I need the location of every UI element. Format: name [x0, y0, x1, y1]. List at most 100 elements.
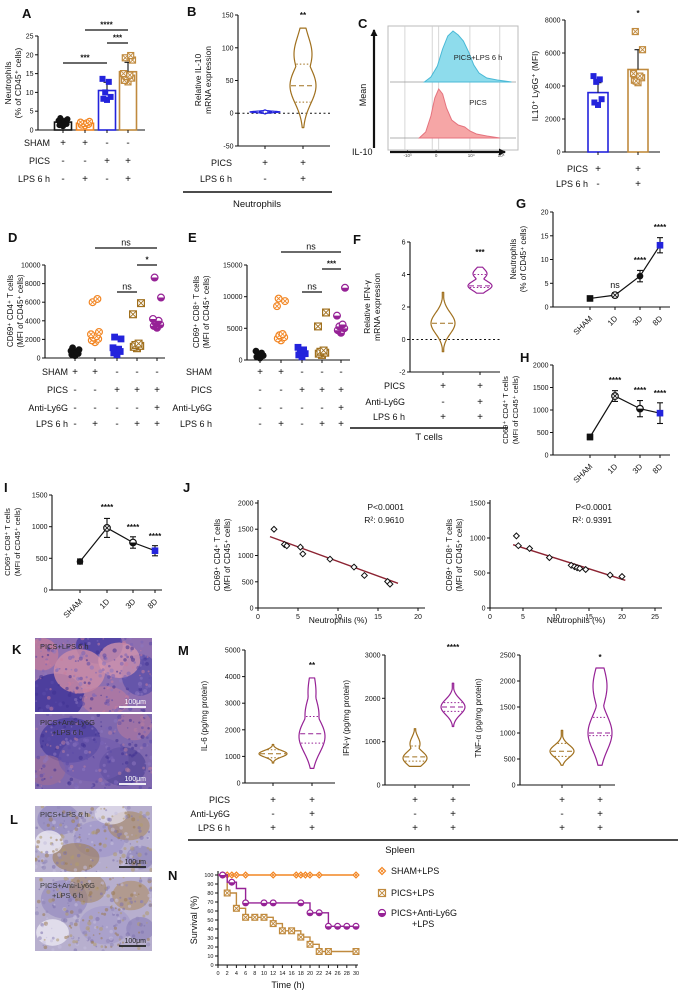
svg-text:1000: 1000	[470, 536, 486, 543]
panel-label-k: K	[12, 642, 22, 657]
svg-text:1500: 1500	[238, 527, 254, 534]
svg-text:+: +	[319, 385, 325, 396]
svg-text:PICS: PICS	[567, 164, 588, 174]
svg-text:-: -	[61, 174, 64, 185]
svg-text:4000: 4000	[25, 318, 41, 325]
svg-text:1000: 1000	[533, 408, 549, 415]
svg-text:15: 15	[585, 614, 593, 621]
svg-text:100μm: 100μm	[124, 938, 146, 945]
svg-text:**: **	[309, 661, 316, 670]
svg-text:LPS 6 h: LPS 6 h	[18, 174, 50, 184]
svg-text:-: -	[83, 156, 86, 167]
svg-text:500: 500	[474, 571, 486, 578]
svg-text:-: -	[135, 403, 138, 414]
panel-label-b: B	[187, 4, 196, 19]
svg-text:***: ***	[113, 34, 123, 43]
svg-text:PICS+LPS 6 h: PICS+LPS 6 h	[40, 642, 89, 651]
panel-m-tnfa-violin-chart: 0 500 1000 1500 2000 2500 TNF-α (pg/mg protein…	[188, 653, 678, 841]
svg-text:Neutrophils: Neutrophils	[509, 239, 518, 279]
svg-text:+: +	[299, 385, 305, 396]
svg-text:-: -	[271, 809, 274, 820]
svg-text:4: 4	[402, 272, 406, 279]
svg-text:LPS 6 h: LPS 6 h	[180, 419, 212, 429]
svg-text:Anti-Ly6G: Anti-Ly6G	[172, 403, 212, 413]
svg-text:(% of CD45⁺ cells): (% of CD45⁺ cells)	[519, 225, 528, 292]
svg-text:-: -	[413, 809, 416, 820]
svg-text:ns: ns	[307, 282, 317, 292]
svg-text:****: ****	[654, 223, 667, 232]
svg-text:0: 0	[216, 971, 219, 977]
svg-text:(MFI of CD45⁺ cells): (MFI of CD45⁺ cells)	[455, 518, 464, 591]
svg-text:-: -	[258, 419, 261, 430]
svg-text:20: 20	[541, 210, 549, 217]
svg-text:+: +	[134, 419, 140, 430]
panel-k-he-histology-images: PICS+LPS 6 h 100μm PICS+Anti-Ly6G+LPS 6 h 1…	[35, 638, 152, 789]
svg-text:+: +	[309, 795, 315, 806]
svg-text:+: +	[559, 795, 565, 806]
svg-text:4000: 4000	[225, 674, 241, 681]
svg-text:0: 0	[230, 111, 234, 118]
svg-text:+: +	[477, 381, 483, 392]
svg-text:+LPS 6 h: +LPS 6 h	[52, 891, 83, 900]
svg-text:Anti-Ly6G: Anti-Ly6G	[365, 397, 405, 407]
svg-text:2000: 2000	[238, 501, 254, 508]
svg-text:-10³: -10³	[403, 153, 412, 158]
svg-text:10000: 10000	[21, 263, 41, 270]
svg-text:CD69⁺ CD8⁺ T cells: CD69⁺ CD8⁺ T cells	[445, 519, 454, 591]
svg-text:30: 30	[353, 971, 359, 977]
svg-text:0: 0	[256, 614, 260, 621]
svg-text:1000: 1000	[238, 553, 254, 560]
panel-label-m: M	[178, 643, 189, 658]
svg-text:Time (h): Time (h)	[271, 980, 304, 990]
panel-e-cd8-scatter-chart: 0 5000 10000 15000 CD69⁺ CD8⁺ T cells (MFI of…	[172, 242, 350, 430]
panel-d-cd4-scatter-chart: 0 2000 4000 6000 8000 10000 CD69⁺ CD4⁺ T cells…	[6, 238, 166, 430]
svg-text:5: 5	[30, 109, 34, 116]
panel-c-flow-histogram: PICS+LPS 6 h PICS -10³ 0 10⁴ 10⁵ Mean IL-10	[352, 25, 519, 158]
svg-text:0: 0	[30, 128, 34, 135]
svg-text:-: -	[279, 385, 282, 396]
svg-text:1D: 1D	[98, 597, 112, 611]
svg-text:ns: ns	[121, 238, 131, 248]
svg-text:ns: ns	[610, 280, 620, 290]
panel-j-cd8-correlation: 0 500 1000 1500 CD69⁺ CD8⁺ T cells (MFI of CD…	[445, 500, 662, 625]
svg-text:-: -	[441, 397, 444, 408]
svg-text:Neutrophils: Neutrophils	[3, 62, 13, 105]
svg-text:+: +	[309, 823, 315, 834]
svg-text:+: +	[440, 381, 446, 392]
svg-text:4: 4	[235, 971, 238, 977]
svg-text:-2: -2	[399, 370, 405, 377]
svg-text:****: ****	[149, 532, 162, 541]
svg-text:8D: 8D	[146, 597, 160, 611]
svg-text:8000: 8000	[25, 281, 41, 288]
svg-text:+: +	[319, 419, 325, 430]
svg-text:20: 20	[26, 52, 34, 59]
svg-text:-: -	[300, 419, 303, 430]
svg-text:2: 2	[402, 305, 406, 312]
svg-text:+: +	[412, 823, 418, 834]
panel-label-i: I	[4, 480, 8, 495]
svg-text:+: +	[309, 809, 315, 820]
svg-text:40: 40	[207, 927, 213, 933]
svg-text:10: 10	[207, 954, 213, 960]
svg-text:LPS 6 h: LPS 6 h	[556, 179, 588, 189]
svg-text:LPS 6 h: LPS 6 h	[200, 174, 232, 184]
svg-text:0: 0	[377, 783, 381, 790]
svg-text:IL-10: IL-10	[352, 147, 373, 157]
svg-text:5: 5	[296, 614, 300, 621]
svg-text:Relative IFN-γ: Relative IFN-γ	[362, 279, 372, 334]
svg-text:P<0.0001: P<0.0001	[575, 502, 612, 512]
svg-text:PICS+Anti-Ly6G: PICS+Anti-Ly6G	[391, 908, 457, 918]
svg-text:0: 0	[37, 356, 41, 363]
svg-text:500: 500	[242, 579, 254, 586]
svg-text:100μm: 100μm	[124, 776, 146, 783]
svg-text:-50: -50	[223, 144, 233, 151]
svg-text:0: 0	[488, 614, 492, 621]
svg-text:20: 20	[414, 614, 422, 621]
svg-text:+: +	[597, 823, 603, 834]
svg-text:100: 100	[204, 873, 213, 879]
svg-text:+LPS: +LPS	[412, 919, 434, 929]
svg-text:6000: 6000	[25, 300, 41, 307]
svg-text:-: -	[155, 367, 158, 378]
svg-text:2: 2	[226, 971, 229, 977]
